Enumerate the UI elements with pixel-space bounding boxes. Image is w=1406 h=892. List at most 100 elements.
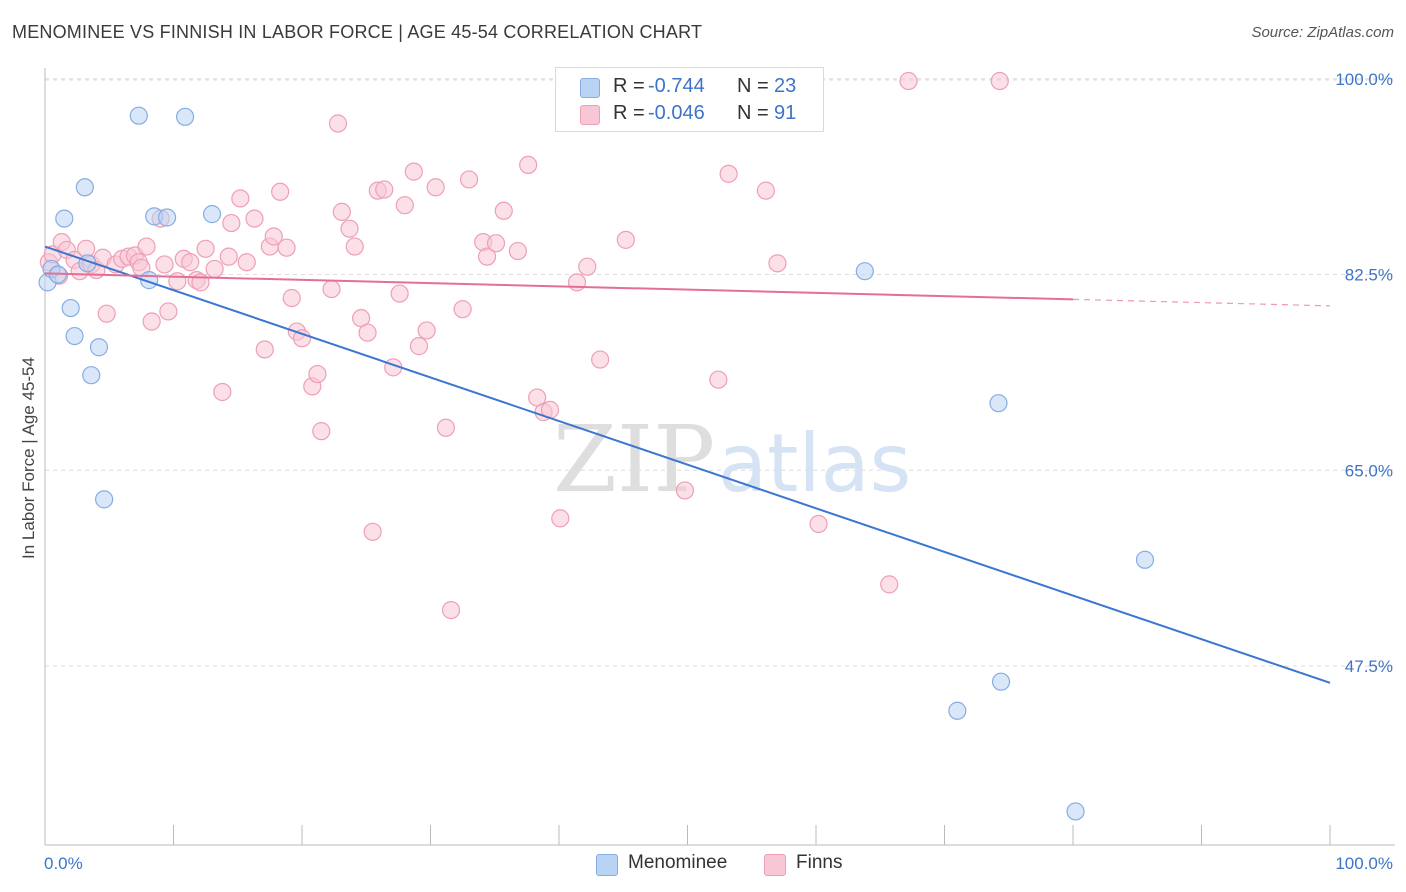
- finns-point: [219, 247, 238, 266]
- finns-point: [137, 237, 156, 256]
- legend-r-label: R =: [613, 102, 645, 124]
- finns-point: [245, 209, 264, 228]
- bottom-legend-label: Menominee: [628, 852, 728, 873]
- finns-point: [292, 329, 312, 348]
- finns-point: [675, 481, 695, 500]
- finns-point: [899, 71, 918, 91]
- finns-point: [328, 114, 348, 133]
- y-tick-label: 82.5%: [1345, 266, 1393, 285]
- finns-point: [390, 284, 409, 303]
- x-tick-label: 100.0%: [1335, 854, 1393, 873]
- finns-point: [312, 422, 331, 441]
- finns-point: [363, 522, 382, 541]
- finns-point: [345, 237, 364, 256]
- stats-legend: R = -0.744 N = 23 R = -0.046 N = 91: [555, 67, 824, 132]
- finns-point: [395, 196, 414, 215]
- finns-point: [768, 254, 787, 273]
- finns-point: [205, 259, 224, 279]
- finns-point: [486, 234, 506, 253]
- finns-point: [417, 321, 436, 340]
- finns-point: [322, 279, 341, 299]
- finns-points: [39, 71, 1009, 620]
- finns-point: [222, 213, 241, 233]
- finns-point: [375, 180, 394, 199]
- finns-point: [181, 253, 200, 272]
- menominee-trend-line: [44, 245, 1331, 684]
- finns-point: [255, 340, 274, 359]
- legend-n-label: N =: [737, 102, 769, 124]
- legend-r-value: -0.744: [648, 75, 705, 97]
- bottom-legend-label: Finns: [796, 852, 843, 873]
- menominee-point: [202, 205, 222, 224]
- finns-point: [591, 350, 610, 369]
- bottom-legend-swatch-pink: [764, 854, 786, 876]
- finns-point: [404, 162, 423, 181]
- finns-point: [142, 312, 161, 331]
- menominee-points: [38, 106, 1155, 821]
- menominee-point: [75, 178, 94, 197]
- finns-point: [340, 219, 359, 238]
- finns-point: [264, 227, 283, 246]
- finns-point: [477, 247, 497, 266]
- finns-point: [436, 418, 456, 437]
- menominee-point: [1135, 550, 1155, 569]
- finns-point: [237, 253, 256, 272]
- finns-point: [494, 201, 513, 220]
- menominee-point: [129, 106, 148, 125]
- legend-swatch-pink: [580, 105, 600, 125]
- finns-point: [196, 239, 215, 258]
- y-axis-label: In Labor Force | Age 45-54: [19, 357, 38, 559]
- legend-n-value: 23: [774, 75, 797, 97]
- menominee-point: [89, 338, 109, 357]
- finns-point: [409, 337, 429, 356]
- finns-point: [441, 600, 461, 620]
- finns-point: [358, 323, 377, 342]
- finns-point: [168, 272, 187, 291]
- x-tick-labels: 0.0% 100.0%: [44, 854, 1393, 873]
- finns-point: [271, 182, 290, 201]
- legend-r-label: R =: [613, 75, 645, 97]
- menominee-point: [55, 209, 74, 228]
- finns-point: [231, 189, 250, 208]
- menominee-point: [1066, 802, 1085, 821]
- finns-point: [282, 288, 301, 308]
- menominee-point: [991, 672, 1011, 691]
- y-tick-label: 65.0%: [1345, 461, 1393, 480]
- legend-swatch-blue: [580, 78, 600, 98]
- source-label: Source: ZipAtlas.com: [1251, 24, 1394, 41]
- finns-point: [308, 364, 327, 384]
- finns-point: [277, 238, 296, 257]
- legend-r-value: -0.046: [648, 102, 705, 124]
- chart-title: MENOMINEE VS FINNISH IN LABOR FORCE | AG…: [12, 22, 703, 42]
- finns-point: [155, 255, 174, 274]
- menominee-point: [948, 701, 967, 720]
- finns-point: [159, 302, 178, 321]
- legend-row-finns: R = -0.046 N = 91: [556, 101, 823, 129]
- trend-lines: [44, 245, 1331, 684]
- finns-point: [616, 230, 635, 249]
- menominee-point: [61, 298, 80, 318]
- x-tick-label: 0.0%: [44, 854, 83, 873]
- menominee-point: [855, 262, 874, 281]
- watermark: ZIP atlas: [553, 406, 911, 513]
- menominee-point: [157, 208, 177, 227]
- finns-point: [426, 178, 445, 197]
- finns-point: [97, 304, 116, 323]
- finns-point: [578, 257, 597, 276]
- menominee-point: [95, 490, 114, 509]
- finns-trend-extension: [1072, 298, 1331, 307]
- finns-point: [213, 382, 232, 402]
- finns-point: [809, 514, 828, 534]
- finns-trend-line: [44, 272, 1074, 301]
- finns-point: [519, 155, 538, 175]
- finns-point: [709, 370, 728, 389]
- finns-point: [719, 164, 738, 183]
- finns-point: [990, 71, 1009, 91]
- finns-point: [756, 181, 775, 200]
- legend-n-value: 91: [774, 102, 797, 124]
- legend-n-label: N =: [737, 75, 769, 97]
- menominee-point: [65, 326, 84, 346]
- y-tick-label: 47.5%: [1345, 657, 1393, 676]
- y-tick-label: 100.0%: [1335, 70, 1393, 89]
